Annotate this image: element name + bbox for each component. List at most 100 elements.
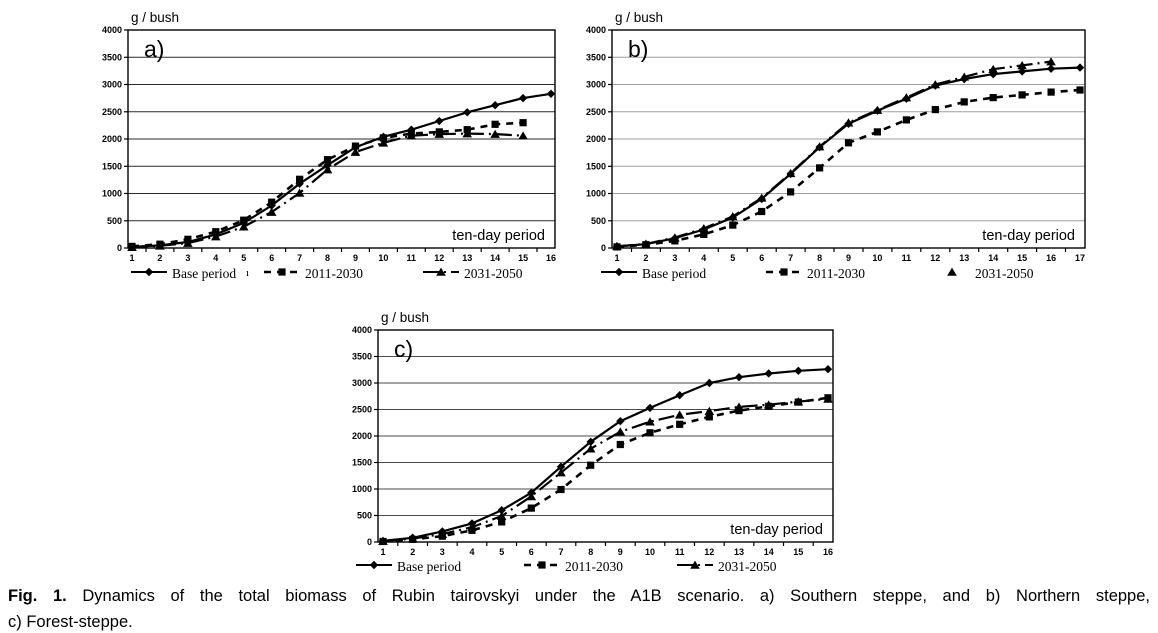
x-tick-label: 14 [490, 253, 500, 263]
data-point-marker [462, 129, 472, 138]
x-tick-label: 13 [734, 547, 744, 557]
data-point-marker [674, 410, 685, 419]
x-tick-label: 4 [701, 253, 706, 263]
x-tick-label: 6 [529, 547, 534, 557]
legend-swatch-svg [947, 267, 957, 276]
series-line [616, 66, 1081, 248]
legend-stray-mark: ı [246, 267, 250, 279]
legend-swatch-svg [131, 267, 167, 277]
series-2031-2050 [612, 57, 1056, 251]
legend-item-2031-2050: 2031-2050 [676, 559, 777, 575]
data-point-marker [901, 93, 912, 102]
x-tick-label: 10 [378, 253, 388, 263]
legend-swatch-svg [264, 268, 300, 276]
chart-panel-b: 0 500 1000 1500 2000 2500 3000 3500 4000 1 2 3 4 5 6 7 8… [575, 2, 1095, 290]
y-tick-label: 3500 [586, 53, 606, 63]
x-tick-label: 7 [558, 547, 563, 557]
legend-marker-icon [690, 560, 700, 569]
data-point-marker [463, 108, 472, 117]
data-point-marker [556, 468, 566, 477]
series-base-period [612, 63, 1085, 251]
data-point-marker [294, 188, 305, 197]
y-tick-label: 3500 [102, 53, 122, 63]
y-tick-label: 1500 [102, 161, 122, 171]
data-point-marker [350, 147, 361, 156]
data-point-marker [700, 230, 708, 238]
legend-swatch-svg [601, 267, 637, 277]
x-axis-title: ten-day period [730, 522, 823, 538]
x-tick-label: 11 [675, 547, 685, 557]
caption-line-2: c) Forest-steppe. [8, 613, 133, 632]
data-point-marker [646, 429, 654, 437]
legend-swatch-svg [766, 268, 802, 276]
data-point-marker [814, 142, 825, 151]
chart-panel-c: 0 500 1000 1500 2000 2500 3000 3500 4000 1 2 3 4 5 6 7 8… [340, 308, 840, 583]
legend-item-base-period: Base period [355, 559, 461, 575]
y-tick-label: 2500 [352, 405, 372, 415]
series-line [616, 88, 1081, 249]
data-point-marker [557, 485, 565, 494]
data-point-marker [1047, 88, 1055, 96]
data-point-marker [1018, 91, 1026, 99]
legend-swatch-svg [524, 561, 560, 569]
data-point-marker [902, 116, 910, 124]
data-point-marker [323, 156, 332, 164]
legend-b: Base period 2011-2030 2031-2050 [575, 266, 1095, 286]
data-point-marker [498, 518, 506, 526]
x-tick-label: 5 [241, 253, 246, 263]
legend-label: Base period [397, 559, 462, 574]
legend-swatch-svg [677, 560, 713, 569]
data-point-marker [676, 420, 684, 428]
x-tick-label: 15 [518, 253, 528, 263]
legend-label: 2011-2030 [565, 559, 623, 574]
legend-label: Base period [172, 266, 237, 281]
legend-swatch-svg [356, 560, 392, 570]
data-point-marker [873, 128, 881, 136]
x-tick-label: 3 [672, 253, 677, 263]
x-tick-label: 1 [380, 547, 385, 557]
legend-marker-icon [614, 267, 624, 277]
data-point-marker [615, 427, 626, 436]
legend-label: 2031-2050 [718, 559, 777, 574]
y-tick-label: 1500 [352, 458, 372, 468]
data-point-marker [989, 94, 997, 102]
x-tick-label: 12 [704, 547, 714, 557]
y-tick-label: 2000 [102, 134, 122, 144]
legend-item-2011-2030: 2011-2030 [263, 266, 363, 282]
data-point-marker [699, 223, 709, 233]
data-point-marker [434, 129, 445, 138]
data-point-marker [322, 165, 333, 174]
x-tick-label: 16 [546, 253, 556, 263]
data-point-marker [496, 511, 507, 520]
data-point-marker [616, 440, 624, 449]
data-point-marker [727, 211, 738, 221]
data-point-marker [296, 175, 304, 183]
data-point-marker [785, 168, 796, 178]
legend-label: 2031-2050 [975, 266, 1034, 281]
x-tick-label: 1 [614, 253, 619, 263]
legend-marker-icon [144, 267, 154, 277]
x-tick-label: 5 [499, 547, 504, 557]
2031-2050-line-swatch-icon [676, 559, 714, 575]
caption-figure-number: Fig. 1. [8, 587, 67, 605]
legend-item-2011-2030: 2011-2030 [523, 559, 623, 575]
data-point-marker [1017, 67, 1027, 76]
series-line [131, 121, 524, 248]
data-point-marker [641, 239, 651, 248]
x-tick-label: 11 [902, 253, 912, 263]
data-point-marker [435, 116, 444, 126]
legend-label: 2011-2030 [305, 266, 363, 281]
y-tick-label: 0 [367, 537, 372, 547]
legend-marker-icon [369, 560, 379, 570]
data-point-marker [527, 504, 535, 512]
data-point-marker [518, 131, 528, 140]
figure-caption: Fig. 1. Dynamics of the total biomass of… [8, 583, 1150, 633]
data-point-marker [127, 242, 137, 251]
data-point-marker [705, 378, 714, 388]
data-point-marker [959, 72, 970, 81]
y-tick-label: 500 [357, 511, 372, 521]
x-tick-label: 11 [407, 253, 417, 263]
data-point-marker [1076, 86, 1084, 94]
series-line [616, 60, 1052, 248]
